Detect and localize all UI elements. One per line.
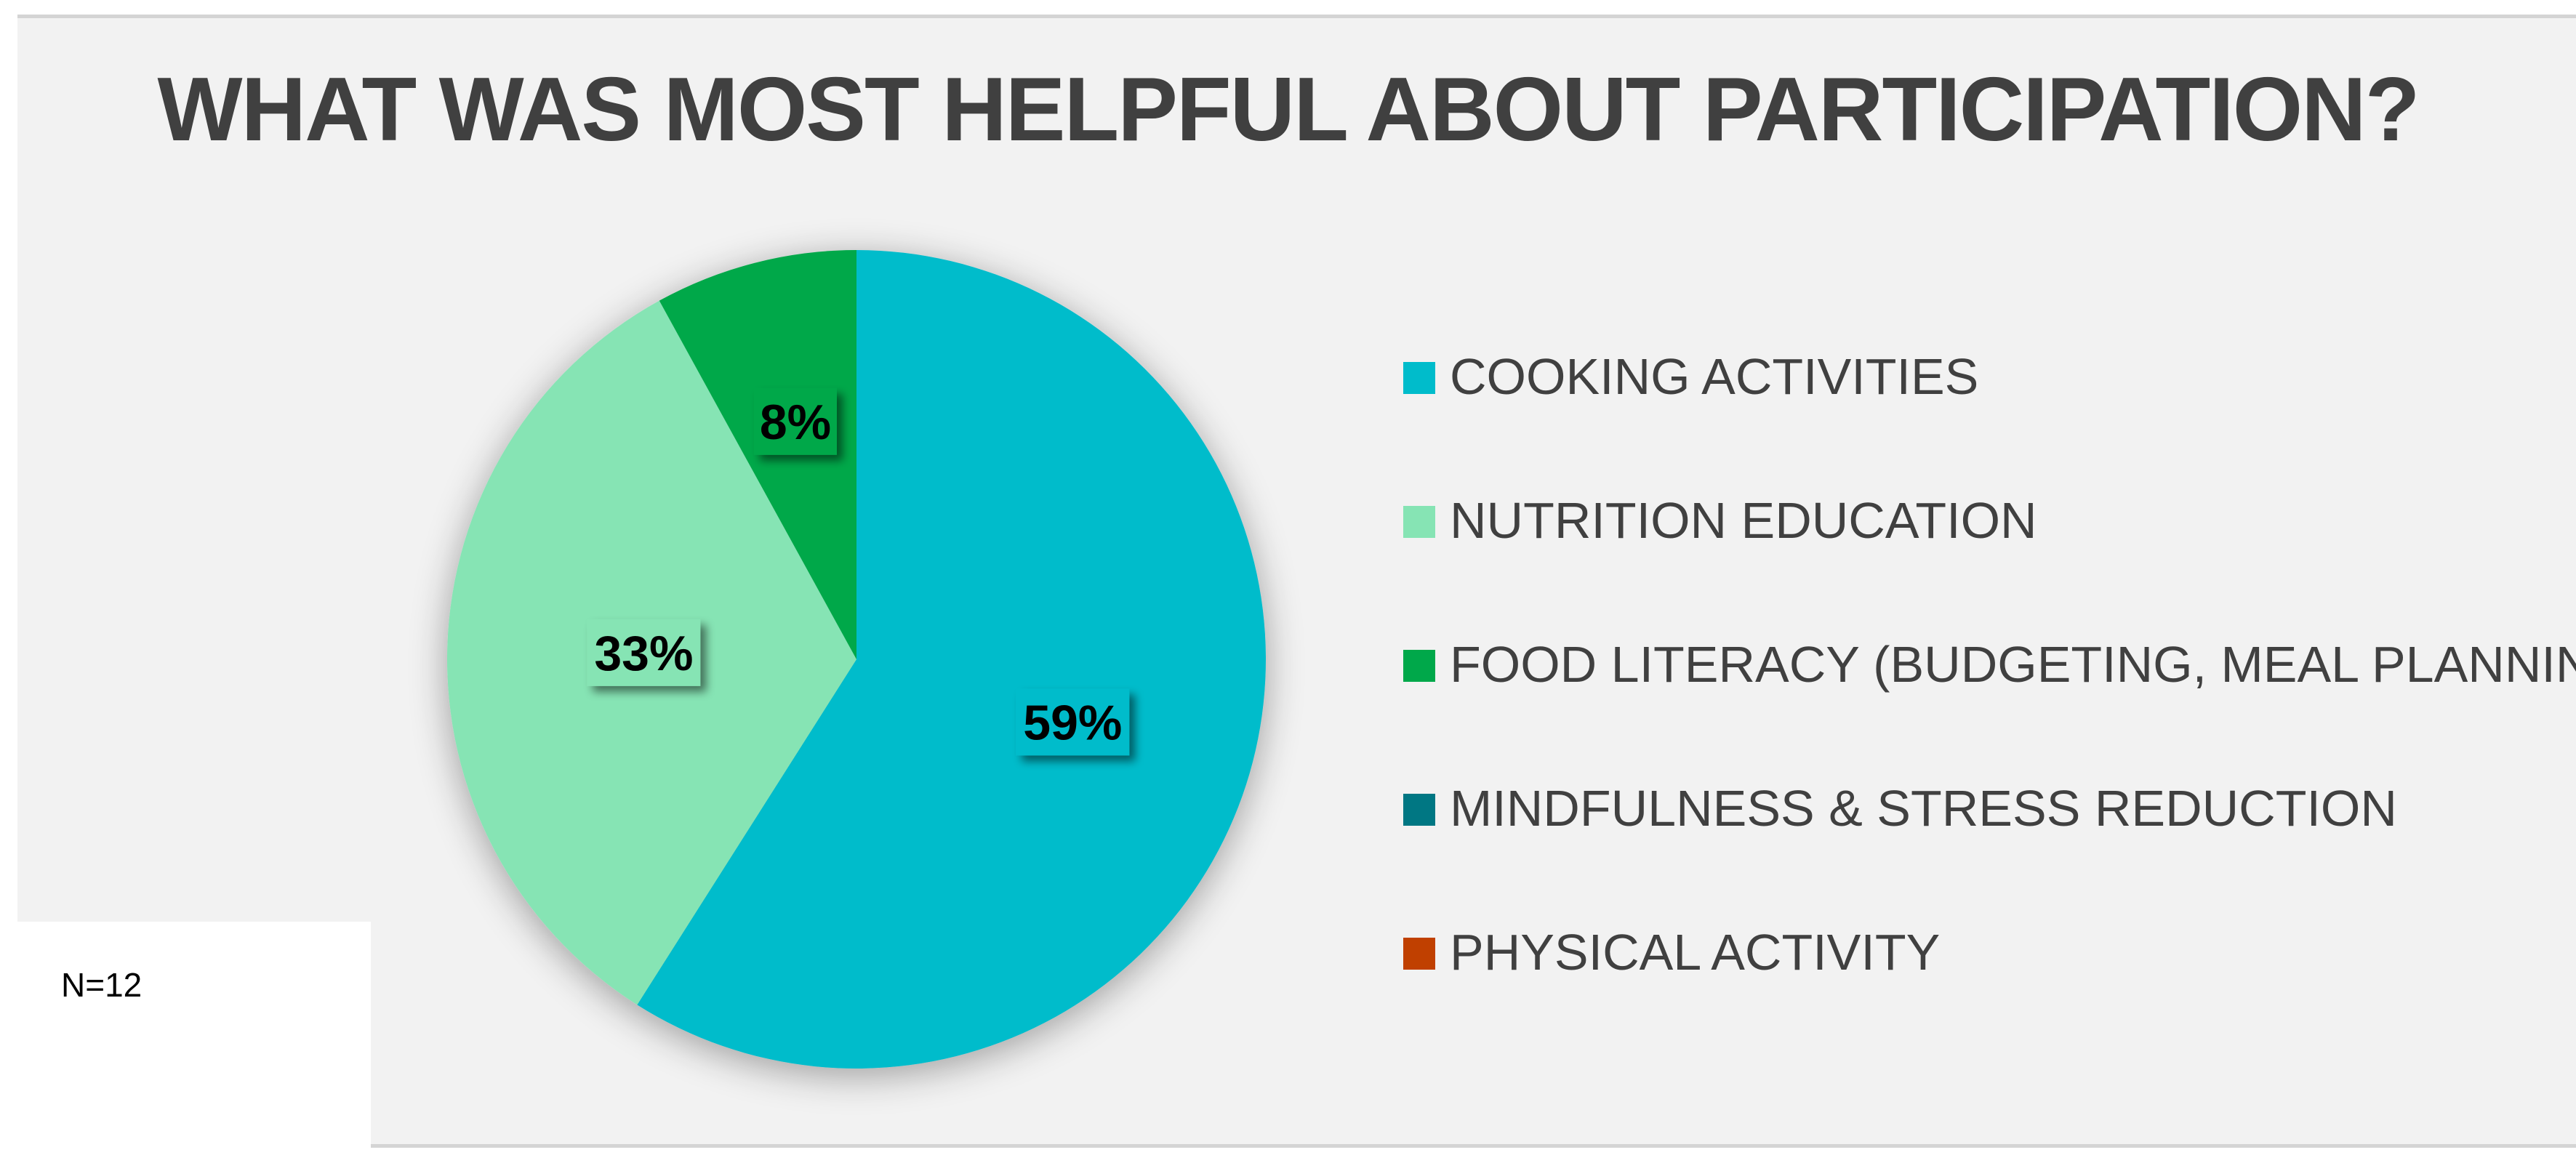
sample-size-note: N=12: [61, 966, 143, 1004]
legend: COOKING ACTIVITIES NUTRITION EDUCATION F…: [1403, 340, 2576, 1060]
legend-swatch: [1403, 506, 1435, 538]
data-label-text: 59%: [1023, 695, 1122, 750]
legend-swatch: [1403, 362, 1435, 394]
chart-title: WHAT WAS MOST HELPFUL ABOUT PARTICIPATIO…: [157, 60, 2420, 160]
data-label: 59%: [1016, 688, 1130, 756]
data-label: 8%: [753, 387, 837, 455]
legend-label: FOOD LITERACY (BUDGETING, MEAL PLANNING): [1450, 636, 2576, 693]
legend-item-food-literacy: FOOD LITERACY (BUDGETING, MEAL PLANNING): [1403, 628, 2576, 772]
data-label-text: 8%: [760, 395, 831, 450]
legend-item-physical: PHYSICAL ACTIVITY: [1403, 916, 2576, 1060]
background-patch: [0, 922, 371, 1171]
data-label-box: [753, 387, 837, 455]
data-label: 33%: [587, 619, 701, 686]
data-label-box: [587, 619, 701, 686]
slice-cooking: [637, 250, 1266, 1069]
data-label-text: 33%: [594, 626, 693, 681]
legend-label: PHYSICAL ACTIVITY: [1450, 924, 1941, 981]
legend-swatch: [1403, 938, 1435, 970]
legend-item-cooking: COOKING ACTIVITIES: [1403, 340, 2576, 484]
legend-label: COOKING ACTIVITIES: [1450, 348, 1979, 405]
legend-label: MINDFULNESS & STRESS REDUCTION: [1450, 780, 2397, 837]
legend-item-nutrition: NUTRITION EDUCATION: [1403, 484, 2576, 628]
legend-item-mindfulness: MINDFULNESS & STRESS REDUCTION: [1403, 772, 2576, 916]
legend-label: NUTRITION EDUCATION: [1450, 492, 2037, 549]
legend-swatch: [1403, 794, 1435, 826]
chart-frame: [17, 15, 2576, 1148]
data-label-box: [1016, 688, 1130, 756]
legend-swatch: [1403, 650, 1435, 682]
